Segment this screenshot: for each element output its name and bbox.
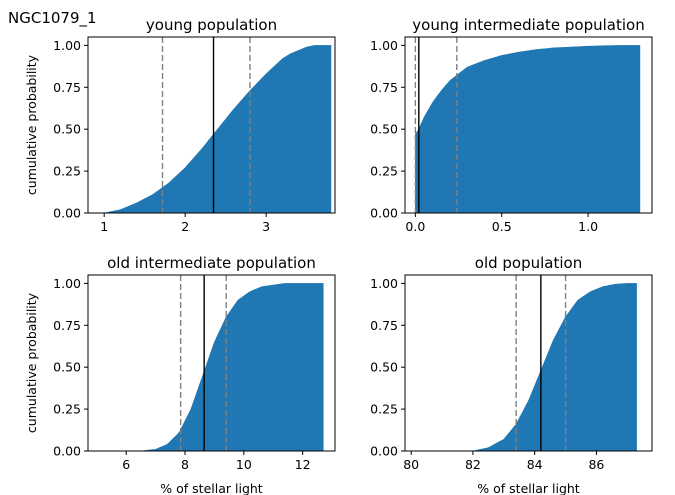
x-tick-label: 2 (181, 219, 189, 234)
y-tick-label: 0.25 (53, 402, 81, 417)
axes-frame (87, 36, 336, 214)
y-tick-label: 0.50 (53, 360, 81, 375)
axes-frame (87, 274, 336, 452)
cumulative-area (472, 283, 637, 452)
y-tick-label: 1.00 (370, 38, 398, 53)
cumulative-area (415, 45, 641, 214)
y-tick-label: 0.00 (370, 206, 398, 221)
y-tick-label: 0.00 (53, 444, 81, 459)
x-tick-label: 1.0 (578, 219, 598, 234)
y-tick-label: 0.25 (370, 402, 398, 417)
x-tick-label: 3 (262, 219, 270, 234)
y-tick-label: 0.00 (53, 206, 81, 221)
y-tick-label: 0.25 (370, 164, 398, 179)
y-tick-label: 0.00 (370, 444, 398, 459)
x-tick-label: 0.5 (492, 219, 512, 234)
panel-1: 1 2 3 0.00 0.25 0.50 0.75 1.00 young population c… (24, 16, 336, 234)
x-axis-label: % of stellar light (160, 481, 262, 495)
y-tick-label: 0.75 (53, 318, 81, 333)
x-tick-label: 0.0 (405, 219, 425, 234)
panel-title: old intermediate population (107, 254, 316, 272)
x-tick-label: 86 (588, 457, 604, 472)
x-tick-label: 8 (181, 457, 189, 472)
cumulative-area (104, 45, 332, 214)
y-tick-label: 0.75 (370, 318, 398, 333)
x-tick-label: 82 (465, 457, 481, 472)
y-tick-label: 0.50 (53, 122, 81, 137)
y-tick-label: 1.00 (370, 276, 398, 291)
x-tick-label: 6 (122, 457, 130, 472)
y-tick-label: 1.00 (53, 276, 81, 291)
panel-3: 6 8 10 12 0.00 0.25 0.50 0.75 1.00 old intermedia… (24, 254, 336, 495)
panel-title: young intermediate population (412, 16, 644, 34)
cumulative-area (140, 283, 324, 452)
x-tick-label: 10 (236, 457, 252, 472)
panel-title: old population (475, 254, 582, 272)
x-tick-label: 12 (295, 457, 311, 472)
y-tick-label: 0.75 (370, 80, 398, 95)
y-tick-label: 0.75 (53, 80, 81, 95)
axes-frame (404, 274, 653, 452)
y-axis-label: cumulative probability (24, 292, 39, 433)
panel-2: 0.0 0.5 1.0 0.00 0.25 0.50 0.75 1.00 young inter… (370, 16, 653, 234)
x-axis-label: % of stellar light (477, 481, 579, 495)
y-tick-label: 1.00 (53, 38, 81, 53)
x-tick-label: 1 (100, 219, 108, 234)
x-tick-label: 84 (527, 457, 543, 472)
figure-suptitle: NGC1079_1 (8, 9, 97, 28)
panel-4: 80 82 84 86 0.00 0.25 0.50 0.75 1.00 old populati… (370, 254, 653, 495)
y-axis-label: cumulative probability (24, 54, 39, 195)
y-tick-label: 0.50 (370, 360, 398, 375)
y-tick-label: 0.50 (370, 122, 398, 137)
y-tick-label: 0.25 (53, 164, 81, 179)
panel-title: young population (146, 16, 277, 34)
x-tick-label: 80 (403, 457, 419, 472)
axes-frame (404, 36, 653, 214)
